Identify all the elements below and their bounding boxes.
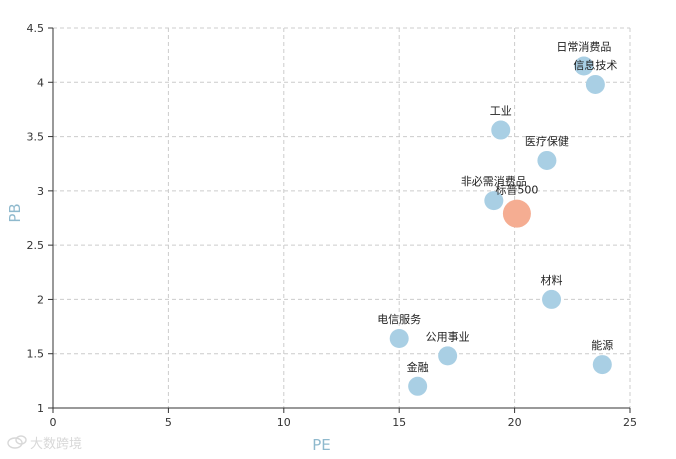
x-tick-label: 10 [277, 416, 291, 429]
y-tick-label: 2.5 [27, 239, 45, 252]
logo-icon [7, 435, 27, 449]
x-tick-label: 15 [392, 416, 406, 429]
y-axis-title: PB [6, 203, 24, 222]
highlight-point [502, 199, 531, 228]
data-point [491, 120, 511, 140]
data-points [389, 56, 612, 396]
point-label: 信息技术 [573, 58, 617, 72]
y-tick-label: 4.5 [27, 22, 45, 35]
point-label: 电信服务 [377, 313, 421, 326]
y-tick-label: 3 [37, 185, 44, 198]
x-axis-title: PE [312, 436, 331, 454]
point-label: 医疗保健 [525, 134, 569, 148]
point-label: 标普500 [495, 183, 538, 197]
data-point [537, 150, 557, 170]
data-point [484, 191, 504, 211]
y-tick-label: 1 [37, 402, 44, 415]
point-label: 公用事业 [426, 330, 470, 343]
data-point [389, 329, 409, 349]
data-point [574, 56, 594, 76]
y-tick-label: 4 [37, 76, 44, 89]
axes [48, 27, 631, 413]
data-point [585, 74, 605, 94]
point-label: 材料 [541, 273, 563, 287]
x-tick-label: 25 [623, 416, 637, 429]
tick-labels: 0 5 10 15 20 25 1 1.5 2 2.5 3 3.5 4 4.5 [27, 22, 638, 429]
point-label: 能源 [591, 338, 613, 352]
x-tick-label: 20 [508, 416, 522, 429]
y-tick-label: 3.5 [27, 131, 45, 144]
point-label: 非必需消费品 [461, 174, 527, 188]
y-tick-label: 1.5 [27, 348, 45, 361]
data-point [408, 376, 428, 396]
data-point [542, 289, 562, 309]
y-tick-label: 2 [37, 293, 44, 306]
data-point [592, 355, 612, 375]
grid [53, 27, 631, 408]
x-tick-label: 5 [165, 416, 172, 429]
x-tick-label: 0 [50, 416, 57, 429]
point-label: 金融 [407, 360, 429, 374]
watermark-text: 大数跨境 [30, 437, 82, 452]
point-label: 工业 [490, 105, 512, 118]
point-label: 日常消费品 [556, 40, 611, 54]
watermark: 大数跨境 [7, 435, 82, 452]
data-point [438, 346, 458, 366]
